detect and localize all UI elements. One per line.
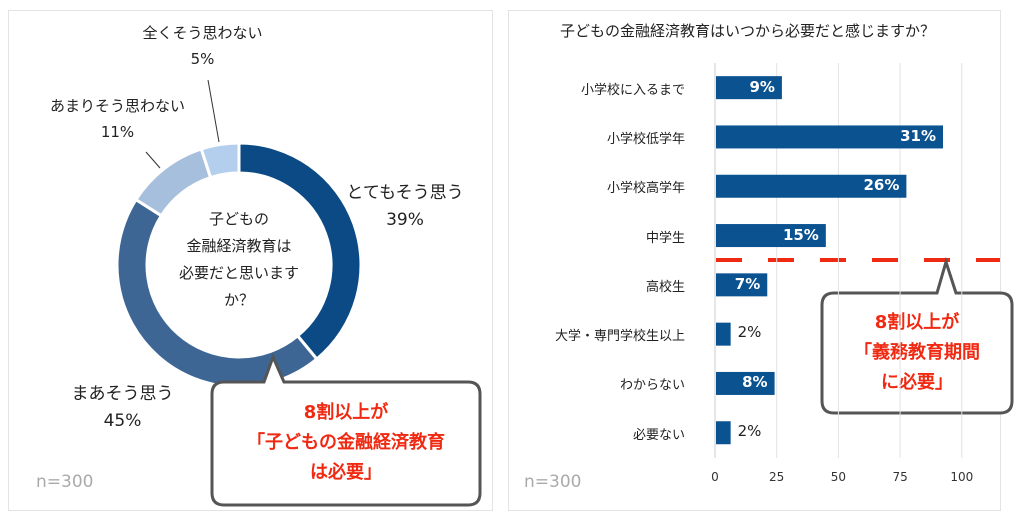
bar bbox=[716, 125, 943, 149]
center-line: 子どもの bbox=[208, 210, 269, 228]
category-label: 大学・専門学校生以上 bbox=[554, 329, 685, 345]
category-label: 必要ない bbox=[632, 427, 685, 443]
callout-text-right: 8割以上が 「義務教育期間 に必要」 bbox=[822, 308, 1012, 398]
category-label: 小学校に入るまで bbox=[580, 82, 685, 98]
callout-line: 「子どもの金融経済教育 bbox=[247, 432, 445, 453]
donut-slice bbox=[199, 141, 241, 180]
center-line: 金融経済教育は bbox=[186, 237, 292, 255]
donut-chart bbox=[115, 141, 363, 389]
bar bbox=[716, 322, 731, 346]
value-label: 2% bbox=[737, 323, 762, 342]
center-line: か？ bbox=[223, 291, 254, 309]
callout-line: は必要」 bbox=[310, 462, 382, 483]
slice-value: 5% bbox=[190, 50, 215, 68]
donut-center-text: 子どもの 金融経済教育は 必要だと思います か？ bbox=[139, 206, 339, 314]
x-tick-label: 0 bbox=[711, 470, 719, 484]
bar bbox=[716, 273, 768, 297]
category-label: 中学生 bbox=[645, 230, 685, 246]
slice-label: とてもそう思う 39% bbox=[340, 180, 470, 234]
x-tick-label: 25 bbox=[769, 470, 785, 484]
slice-value: 45% bbox=[103, 411, 142, 431]
bar bbox=[716, 76, 782, 100]
callout-box-right bbox=[820, 256, 1014, 415]
leader-line bbox=[207, 79, 220, 143]
slice-label: 全くそう思わない 5% bbox=[125, 20, 280, 72]
slice-name: 全くそう思わない bbox=[142, 24, 263, 42]
callout-line: 「義務教育期間 bbox=[854, 342, 980, 363]
x-tick-label: 100 bbox=[950, 470, 974, 484]
value-label: 8% bbox=[742, 373, 768, 392]
x-tick-label: 50 bbox=[830, 470, 847, 484]
category-label: わからない bbox=[619, 378, 685, 394]
slice-label: まあそう思う 45% bbox=[55, 381, 190, 435]
bar bbox=[716, 224, 826, 248]
value-label: 7% bbox=[734, 274, 761, 293]
slice-name: とてもそう思う bbox=[346, 183, 464, 203]
category-label: 小学校高学年 bbox=[606, 181, 685, 197]
callout-text-left: 8割以上が 「子どもの金融経済教育 は必要」 bbox=[212, 398, 480, 488]
slice-value: 11% bbox=[100, 123, 135, 141]
x-tick-label: 75 bbox=[892, 470, 908, 484]
value-label: 31% bbox=[900, 126, 936, 145]
callout-box-left bbox=[210, 352, 482, 507]
category-label: 小学校低学年 bbox=[606, 131, 685, 147]
value-label: 26% bbox=[863, 176, 900, 195]
value-label: 15% bbox=[782, 225, 819, 244]
center-line: 必要だと思います bbox=[178, 264, 299, 282]
slice-name: まあそう思う bbox=[71, 384, 174, 404]
sample-size: n=300 bbox=[524, 472, 582, 492]
bar-chart-title: 子どもの金融経済教育はいつから必要だと感じますか？ bbox=[560, 22, 936, 40]
value-label: 9% bbox=[749, 77, 775, 96]
bar bbox=[716, 421, 731, 445]
category-label: 高校生 bbox=[645, 279, 685, 295]
sample-size: n=300 bbox=[36, 472, 94, 492]
bar bbox=[716, 174, 907, 198]
callout-line: に必要」 bbox=[881, 372, 953, 393]
bar bbox=[716, 371, 775, 395]
value-label: 2% bbox=[737, 421, 762, 440]
callout-line: 8割以上が bbox=[303, 402, 389, 423]
slice-value: 39% bbox=[386, 210, 424, 230]
slice-name: あまりそう思わない bbox=[49, 97, 185, 115]
slice-label: あまりそう思わない 11% bbox=[35, 93, 200, 145]
callout-line: 8割以上が bbox=[874, 312, 960, 333]
leader-line bbox=[145, 151, 161, 169]
